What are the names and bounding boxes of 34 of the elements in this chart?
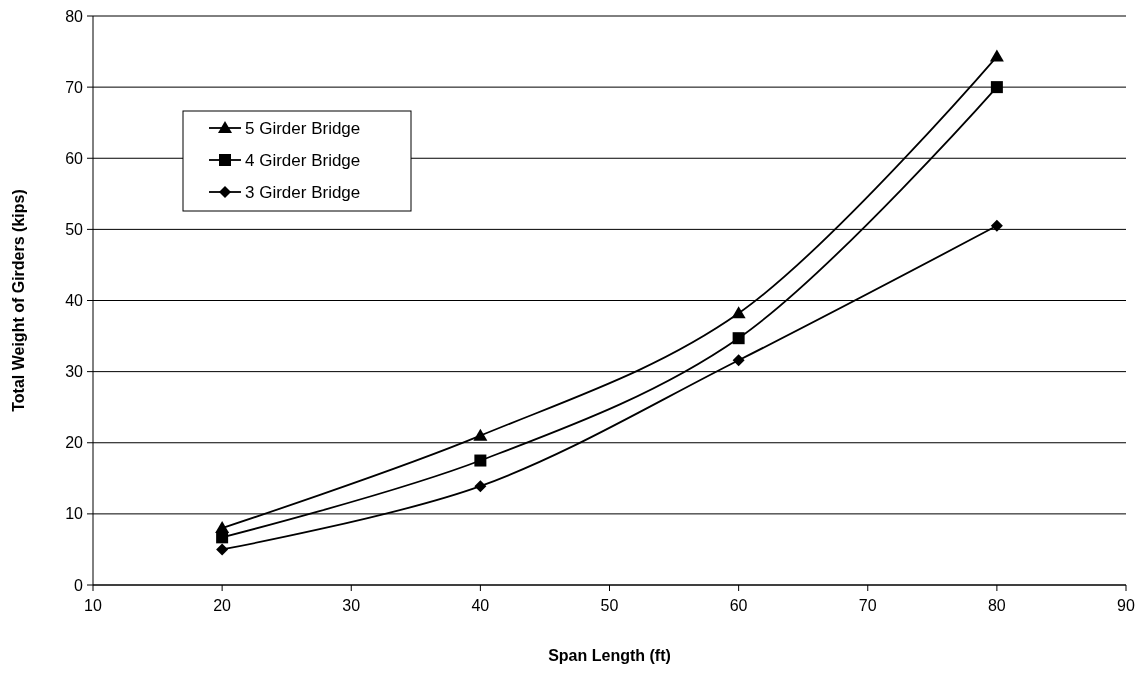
point (474, 454, 487, 467)
point (732, 354, 745, 367)
x-tick-label: 70 (858, 597, 877, 614)
legend-label: 3 Girder Bridge (245, 182, 361, 202)
point (990, 219, 1003, 232)
point (216, 531, 229, 544)
x-tick-label: 30 (342, 597, 361, 614)
y-tick-label: 30 (65, 363, 84, 381)
point (473, 428, 488, 441)
x-tick-label: 50 (600, 597, 619, 614)
x-tick-label: 90 (1117, 597, 1135, 614)
x-axis-title: Span Length (ft) (548, 647, 671, 664)
x-tick-label: 10 (84, 597, 102, 614)
point (989, 49, 1004, 62)
y-axis-title: Total Weight of Girders (kips) (10, 189, 27, 412)
y-tick-label: 80 (65, 7, 84, 25)
y-tick-label: 60 (65, 149, 84, 167)
y-tick-label: 50 (65, 220, 84, 238)
point (731, 306, 746, 319)
y-tick-label: 40 (65, 292, 84, 310)
y-tick-label: 70 (65, 78, 84, 96)
point (474, 480, 487, 493)
point (990, 81, 1003, 94)
x-tick-label: 80 (987, 597, 1006, 614)
x-tick-label: 60 (729, 597, 748, 614)
legend-label: 5 Girder Bridge (245, 118, 361, 138)
point (216, 543, 229, 556)
y-tick-label: 20 (65, 434, 84, 452)
legend-label: 4 Girder Bridge (245, 150, 361, 170)
y-tick-label: 0 (74, 576, 84, 594)
x-tick-label: 20 (213, 597, 232, 614)
y-tick-label: 10 (65, 505, 84, 523)
point (732, 332, 745, 345)
x-tick-label: 40 (471, 597, 490, 614)
